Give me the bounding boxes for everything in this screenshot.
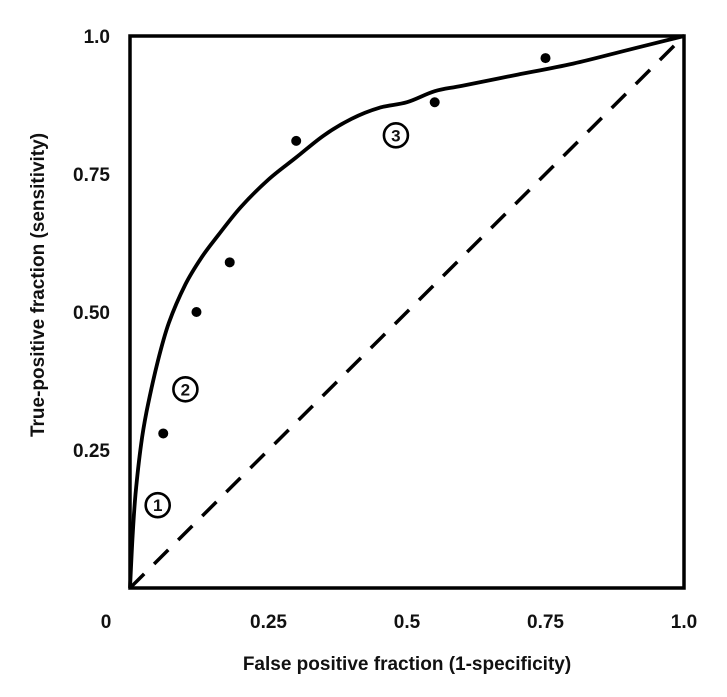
y-tick-label: 0.50 [73,303,110,324]
data-point-5 [429,97,440,108]
chance-diagonal-line [128,34,686,590]
data-point-4 [291,135,302,146]
x-axis-ticks: 0 0.25 0.5 0.75 1.0 [101,612,698,633]
x-tick-label: 0 [101,612,112,633]
annotation-marker-2: 2 [172,375,199,403]
plot-area [128,34,686,590]
curves-layer [128,34,686,590]
data-point-1 [158,428,169,439]
data-points-layer [158,53,551,439]
annotation-label: 3 [391,126,400,145]
x-tick-label: 0.75 [527,612,564,633]
annotation-circle [144,491,171,519]
y-tick-label: 0.25 [73,441,110,462]
x-tick-label: 0.25 [250,612,287,633]
annotation-label: 2 [181,380,190,399]
x-tick-label: 1.0 [671,612,697,633]
annotation-circle [172,375,199,403]
data-point-6 [540,53,551,64]
annotation-marker-3: 3 [382,122,410,149]
annotation-marker-1: 1 [144,491,171,519]
annotation-circle [382,122,410,149]
x-axis-label: False positive fraction (1-specificity) [243,654,571,675]
annotation-label: 1 [153,496,162,515]
data-point-3 [224,257,235,268]
data-point-2 [191,307,202,317]
y-tick-label: 1.0 [84,27,110,48]
annotations-layer: 1 2 3 [144,122,410,519]
plot-frame [128,34,686,590]
x-tick-label: 0.5 [394,612,421,633]
y-axis-ticks: 0.25 0.50 0.75 1.0 [73,27,110,462]
y-tick-label: 0.75 [73,165,110,186]
roc-curve [128,34,685,589]
y-axis-label: True-positive fraction (sensitivity) [28,133,49,437]
